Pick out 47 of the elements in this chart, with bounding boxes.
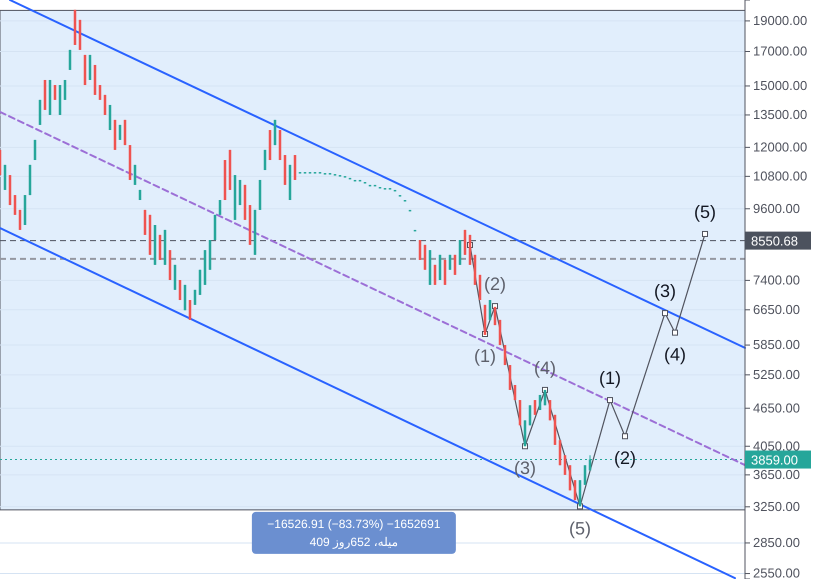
y-tick-label: 2850.00: [753, 535, 800, 550]
y-tick-label: 17000.00: [753, 44, 808, 59]
candlestick: [134, 164, 136, 186]
candlestick: [534, 400, 536, 416]
annotation: (3): [514, 458, 536, 478]
annotation: (5): [694, 202, 716, 222]
candlestick: [18, 209, 22, 230]
candlestick: [564, 454, 566, 476]
ref-line-label: 8550.68: [751, 234, 798, 249]
y-tick-label: 7400.00: [753, 272, 800, 288]
annotation: (3): [654, 281, 676, 302]
point: [662, 310, 668, 316]
y-tick-label: 19000.00: [753, 13, 808, 28]
point: [607, 397, 613, 404]
y-tick-label: 15000.00: [753, 78, 808, 94]
y-tick-label: 3650.00: [753, 467, 800, 482]
annotation: (2): [484, 274, 506, 294]
point: [672, 330, 678, 336]
point: [622, 433, 628, 440]
y-tick-label: 9600.00: [753, 200, 800, 216]
annotation: (5): [569, 518, 591, 538]
candlestick: [64, 79, 66, 100]
candlestick: [584, 464, 586, 486]
y-tick-label: 5250.00: [753, 367, 800, 382]
candlestick: [448, 254, 452, 270]
candlestick: [68, 49, 72, 70]
y-tick-label: 10800.00: [753, 168, 808, 184]
y-tick-label: 13500.00: [753, 107, 808, 122]
point: [702, 230, 708, 237]
candlestick: [434, 264, 436, 286]
candlestick: [194, 289, 196, 306]
y-tick-label: 2550.00: [753, 566, 800, 579]
y-tick-label: 3250.00: [753, 498, 800, 514]
y-tick-label: 4650.00: [753, 400, 800, 416]
annotation: (1): [599, 368, 621, 388]
candlestick: [454, 254, 456, 276]
y-tick-label: 12000.00: [753, 140, 808, 155]
candlestick: [528, 404, 532, 426]
ref-line-label: 3859.00: [751, 452, 798, 468]
annotation: (1): [474, 346, 496, 366]
candlestick: [118, 124, 122, 140]
y-tick-label: 5850.00: [753, 337, 800, 352]
annotation: (4): [664, 344, 686, 365]
candlestick: [574, 480, 576, 501]
y-tick-label: 4050.00: [753, 438, 800, 454]
y-tick-label: 6650.00: [753, 302, 800, 317]
annotation: (2): [614, 448, 636, 468]
